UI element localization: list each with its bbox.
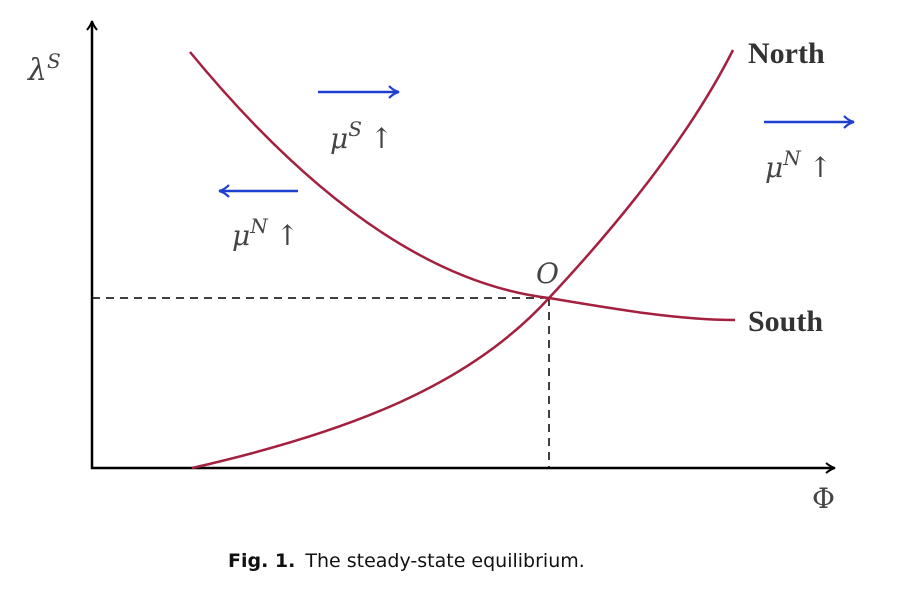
south-curve [189, 51, 736, 322]
figure-caption: Fig. 1. The steady-state equilibrium. [228, 550, 585, 572]
caption-label: Fig. 1. [228, 550, 295, 572]
south-label: South [748, 305, 823, 338]
north-curve [191, 49, 735, 470]
mu-n-right-shift-label: μN ↑ [765, 146, 832, 184]
y-axis-label: λS [27, 49, 61, 88]
equilibrium-label: O [536, 257, 559, 290]
mu-n-left-shift-label: μN ↑ [232, 214, 299, 252]
north-label: North [748, 37, 825, 70]
x-axis-label: Φ [812, 482, 835, 515]
mu-s-shift-label: μS ↑ [330, 117, 393, 155]
caption-text: The steady-state equilibrium. [304, 550, 584, 572]
